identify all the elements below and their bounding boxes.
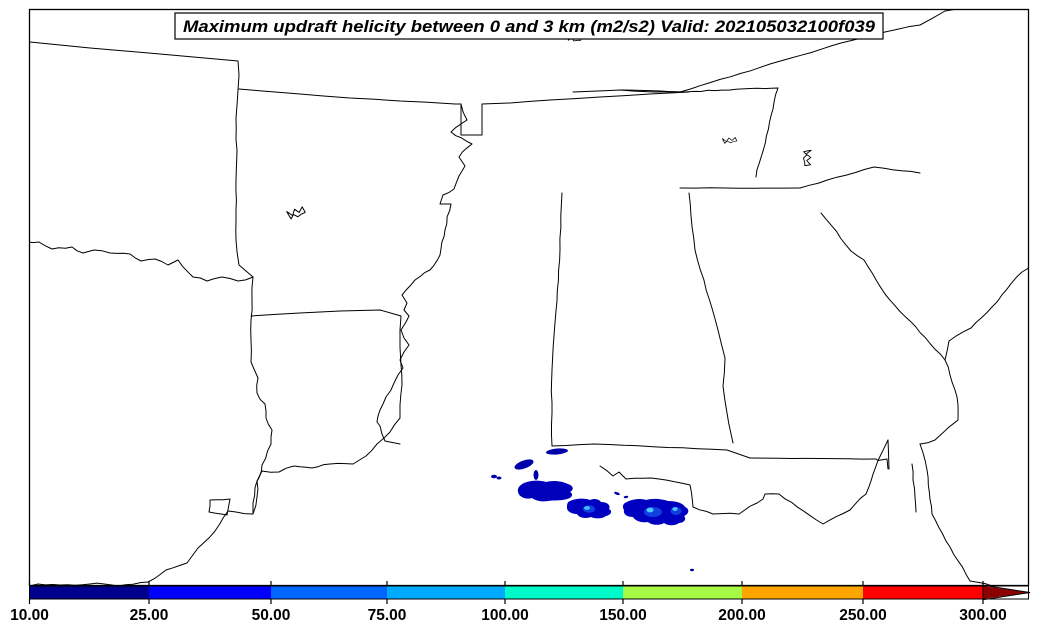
svg-text:50.00: 50.00	[252, 607, 291, 624]
svg-text:100.00: 100.00	[481, 607, 528, 624]
svg-text:200.00: 200.00	[718, 607, 765, 624]
svg-text:25.00: 25.00	[130, 607, 169, 624]
svg-text:250.00: 250.00	[839, 607, 886, 624]
svg-text:75.00: 75.00	[368, 607, 407, 624]
svg-text:150.00: 150.00	[599, 607, 646, 624]
svg-text:300.00: 300.00	[959, 607, 1006, 624]
svg-text:10.00: 10.00	[10, 607, 49, 624]
svg-text:Maximum updraft helicity betwe: Maximum updraft helicity between 0 and 3…	[183, 18, 876, 36]
